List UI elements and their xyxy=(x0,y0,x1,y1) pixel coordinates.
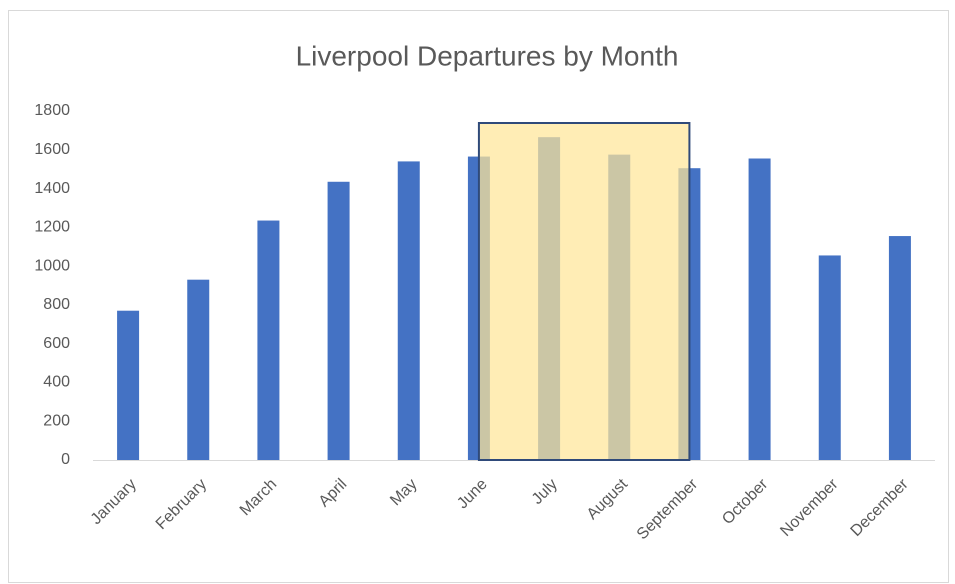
bar xyxy=(117,310,140,460)
y-tick-label: 1000 xyxy=(34,257,70,274)
y-tick-label: 1400 xyxy=(34,180,70,197)
y-tick-label: 1800 xyxy=(34,102,70,119)
bar xyxy=(818,255,841,460)
y-tick-label: 1200 xyxy=(34,219,70,236)
y-tick-label: 600 xyxy=(43,335,70,352)
chart-title: Liverpool Departures by Month xyxy=(296,40,679,71)
y-tick-label: 1600 xyxy=(34,141,70,158)
bar xyxy=(257,220,280,460)
y-tick-label: 800 xyxy=(43,296,70,313)
bar xyxy=(397,161,420,460)
bar xyxy=(327,181,350,460)
highlight-box xyxy=(477,122,691,461)
y-tick-label: 0 xyxy=(61,451,70,468)
bar xyxy=(888,236,911,460)
bar xyxy=(748,158,771,460)
y-tick-label: 200 xyxy=(43,412,70,429)
y-tick-label: 400 xyxy=(43,374,70,391)
bar xyxy=(187,279,210,460)
